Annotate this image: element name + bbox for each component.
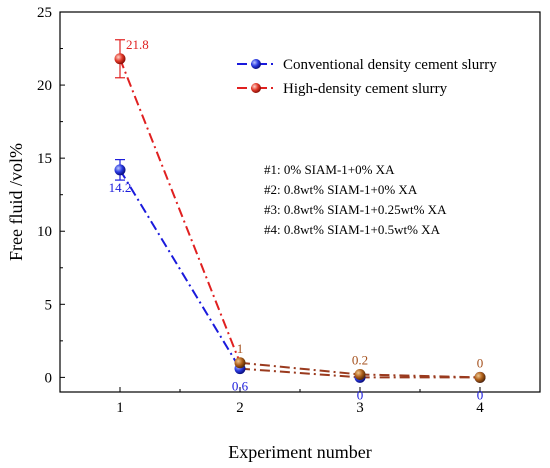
series-layer: 14.2 0.6 0 0 21.8 1 0.2 0 [109, 37, 486, 402]
note-1: #1: 0% SIAM-1+0% XA [264, 162, 395, 177]
data-point-1-0 [114, 53, 126, 65]
data-label-1-3: 0 [477, 355, 484, 370]
note-3: #3: 0.8wt% SIAM-1+0.25wt% XA [264, 202, 447, 217]
y-tick-label-5: 5 [45, 297, 53, 313]
y-tick-label-25: 25 [37, 5, 52, 21]
data-label-1-1: 1 [237, 341, 244, 356]
note-2: #2: 0.8wt% SIAM-1+0% XA [264, 182, 418, 197]
x-axis: 1 2 3 4 [116, 387, 484, 416]
legend: Conventional density cement slurry High-… [237, 57, 497, 97]
x-tick-label-4: 4 [476, 400, 484, 416]
x-tick-label-3: 3 [356, 400, 364, 416]
legend-label-conventional: Conventional density cement slurry [283, 57, 497, 73]
x-axis-title: Experiment number [228, 442, 371, 462]
legend-marker-high-density [251, 83, 261, 93]
y-tick-label-15: 15 [37, 151, 52, 167]
data-point-0-0 [114, 164, 126, 176]
y-axis-title: Free fluid /vol% [6, 143, 26, 261]
y-tick-label-10: 10 [37, 224, 52, 240]
y-axis: 0 5 10 15 20 25 [37, 5, 65, 386]
data-label-1-0: 21.8 [126, 37, 149, 52]
y-tick-label-20: 20 [37, 78, 52, 94]
data-label-0-2: 0 [357, 387, 364, 402]
data-point-1-2 [354, 368, 366, 380]
legend-label-high-density: High-density cement slurry [283, 81, 448, 97]
legend-marker-conventional [251, 59, 261, 69]
series-line-1 [119, 58, 241, 364]
series-line-0 [119, 169, 241, 370]
data-point-1-1 [234, 357, 246, 369]
note-4: #4: 0.8wt% SIAM-1+0.5wt% XA [264, 222, 441, 237]
data-label-0-0: 14.2 [109, 180, 132, 195]
series-1: 21.8 1 0.2 0 [114, 37, 486, 383]
y-tick-label-0: 0 [45, 370, 53, 386]
data-label-0-3: 0 [477, 387, 484, 402]
data-label-1-2: 0.2 [352, 352, 368, 367]
data-label-0-1: 0.6 [232, 379, 249, 394]
data-point-1-3 [474, 371, 486, 383]
experiment-notes: #1: 0% SIAM-1+0% XA #2: 0.8wt% SIAM-1+0%… [264, 162, 447, 237]
x-tick-label-2: 2 [236, 400, 244, 416]
x-tick-label-1: 1 [116, 400, 124, 416]
